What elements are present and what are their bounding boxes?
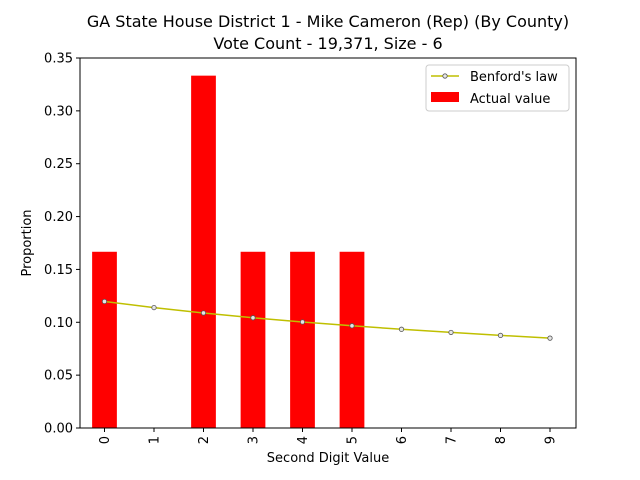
legend: Benford's law Actual value xyxy=(425,64,570,112)
x-tick-label-1: 1 xyxy=(148,436,163,444)
y-tick-label: 0.35 xyxy=(44,52,73,67)
x-tick-label-4: 4 xyxy=(296,436,311,444)
y-tick-label: 0.05 xyxy=(44,369,73,384)
legend-benford-label: Benford's law xyxy=(470,70,558,85)
bars-group xyxy=(92,75,365,428)
x-tick-label-3: 3 xyxy=(247,436,262,444)
plot-frame xyxy=(79,57,577,429)
benford-point-4 xyxy=(299,319,306,325)
y-tick-label: 0.15 xyxy=(44,263,73,278)
benford-point-3 xyxy=(250,315,256,321)
legend-actual-label: Actual value xyxy=(470,92,550,107)
chart-subtitle: Vote Count - 19,371, Size - 6 xyxy=(213,34,442,53)
x-tick-label-0: 0 xyxy=(98,436,113,444)
x-tick-label-7: 7 xyxy=(445,436,460,444)
x-tick-label-2: 2 xyxy=(197,436,212,444)
y-tick-label: 0.10 xyxy=(44,316,73,331)
x-axis: 0 1 2 3 4 5 6 7 8 9 xyxy=(98,428,559,444)
benford-point-8 xyxy=(497,332,504,338)
benford-point-7 xyxy=(448,329,454,336)
bar-0 xyxy=(92,251,117,428)
benford-point-9 xyxy=(547,335,553,341)
y-tick-label: 0.30 xyxy=(44,104,73,119)
legend-actual-swatch xyxy=(431,92,459,102)
benford-line xyxy=(104,300,551,339)
x-tick-label-5: 5 xyxy=(346,436,361,444)
y-tick-label: 0.20 xyxy=(44,210,73,225)
y-axis: 0.00 0.05 0.10 0.15 0.20 0.25 0.30 0.35 xyxy=(44,52,80,437)
benford-point-5 xyxy=(349,323,355,329)
bar-4 xyxy=(290,251,315,428)
benford-point-6 xyxy=(398,326,405,332)
benford-point-2 xyxy=(200,310,207,316)
x-axis-label: Second Digit Value xyxy=(267,451,389,466)
y-tick-label: 0.00 xyxy=(44,422,73,437)
benford-point-0 xyxy=(101,298,108,305)
x-tick-label-9: 9 xyxy=(544,436,559,444)
legend-benford-marker xyxy=(442,73,448,79)
y-tick-label: 0.25 xyxy=(44,157,73,172)
benford-point-1 xyxy=(151,304,157,311)
x-tick-label-8: 8 xyxy=(494,436,509,444)
chart-title: GA State House District 1 - Mike Cameron… xyxy=(87,12,569,31)
bar-5 xyxy=(339,251,365,428)
x-tick-label-6: 6 xyxy=(395,436,410,444)
bar-3 xyxy=(240,251,266,428)
y-axis-label: Proportion xyxy=(20,209,35,276)
bar-2 xyxy=(191,75,216,428)
benford-line-group xyxy=(101,298,553,341)
legend-box xyxy=(425,64,570,112)
